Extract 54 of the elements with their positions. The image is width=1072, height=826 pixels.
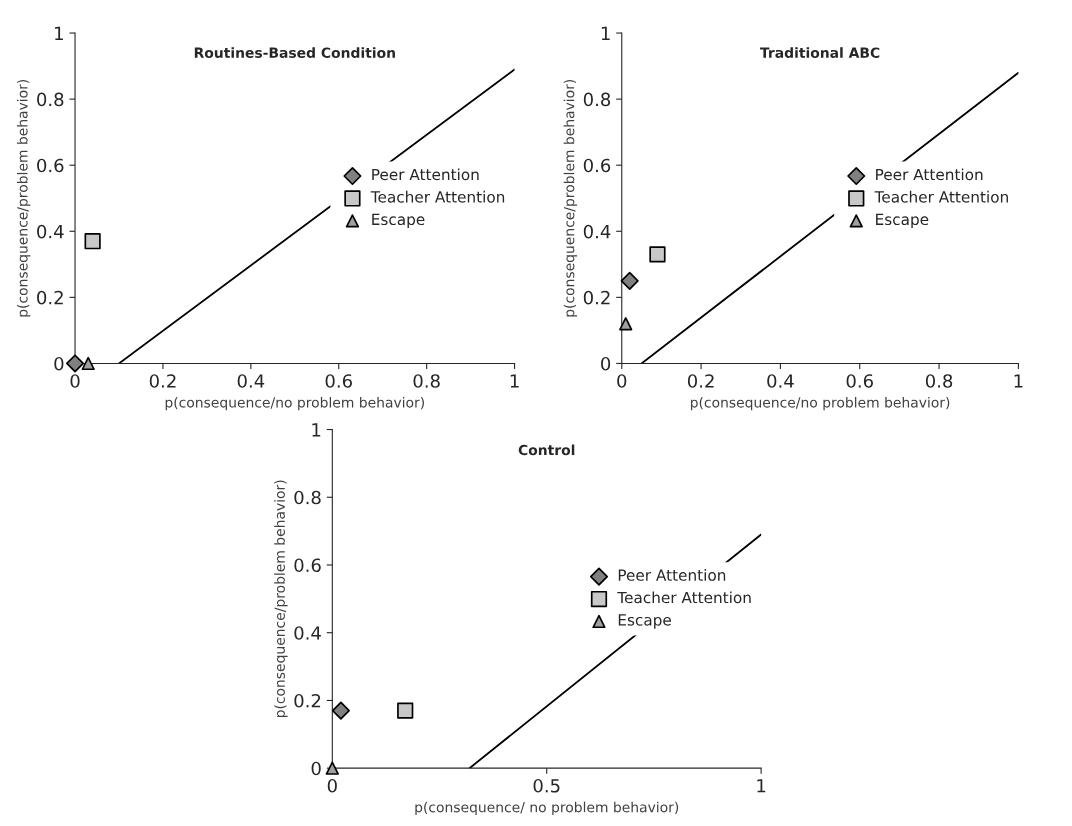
x-tick-label: 0.8 [925, 374, 953, 388]
x-tick-label: 0.4 [237, 374, 265, 388]
x-tick-label: 0.2 [149, 374, 176, 388]
y-tick-label: 0.6 [37, 158, 64, 173]
x-tick-label: 0.5 [533, 778, 560, 793]
y-tick-label: 1 [601, 26, 610, 40]
x-axis-title: p(consequence/no problem behavior) [690, 396, 950, 411]
y-tick-label: 0 [601, 356, 611, 371]
x-tick-label: 1 [757, 779, 766, 793]
legend-label: Escape [618, 614, 671, 629]
y-tick-label: 0.8 [37, 92, 64, 107]
x-axis-title: p(consequence/ no problem behavior) [415, 801, 679, 816]
x-tick-label: 1 [1014, 374, 1023, 388]
y-tick-label: 0.4 [583, 224, 611, 239]
y-tick-label: 0.4 [294, 626, 321, 640]
x-tick-label: 1 [510, 374, 519, 388]
text: Control [518, 444, 575, 456]
y-tick-label: 0 [311, 761, 321, 776]
y-tick-label: 0.2 [294, 693, 321, 708]
x-tick-label: 0.6 [325, 374, 352, 388]
point [620, 271, 639, 290]
y-tick-label: 0.6 [583, 158, 611, 173]
point [649, 246, 666, 263]
legend-label: Peer Attention [618, 569, 726, 581]
x-tick-label: 0 [617, 374, 627, 388]
y-tick-label: 0.2 [583, 290, 610, 305]
x-tick-label: 0.4 [767, 374, 794, 388]
legend-label: Teacher Attention [617, 591, 751, 604]
x-tick-label: 0.6 [846, 374, 873, 388]
x-tick-label: 0.8 [413, 374, 440, 388]
y-axis-title: p(consequence/problem behavior) [274, 480, 288, 718]
legend-label: Peer Attention [372, 168, 479, 181]
point [619, 317, 633, 331]
y-tick-label: 0.8 [583, 92, 611, 107]
legend-label: Escape [372, 213, 425, 229]
x-axis-title: p(consequence/no problem behavior) [165, 396, 424, 411]
y-tick-label: 1 [55, 26, 63, 40]
text: Traditional ABC [760, 47, 880, 58]
legend-label: Peer Attention [876, 168, 983, 181]
y-tick-label: 0.8 [294, 490, 321, 505]
text: Routines-Based Condition [194, 47, 395, 58]
legend-label: Escape [876, 213, 929, 229]
x-tick-label: 0 [70, 374, 80, 388]
y-tick-label: 0.4 [37, 224, 64, 239]
y-axis-title: p(consequence/problem behavior) [563, 79, 578, 317]
legend-label: Teacher Attention [874, 190, 1008, 203]
legend-label: Teacher Attention [370, 190, 505, 203]
y-tick-label: 0.6 [294, 558, 321, 573]
y-axis-title: p(consequence/problem behavior) [16, 79, 31, 317]
y-tick-label: 0.2 [37, 290, 63, 305]
x-tick-label: 0.2 [687, 374, 714, 388]
y-tick-label: 0 [54, 356, 64, 371]
y-tick-label: 1 [312, 423, 321, 437]
x-tick-label: 0 [327, 778, 337, 793]
